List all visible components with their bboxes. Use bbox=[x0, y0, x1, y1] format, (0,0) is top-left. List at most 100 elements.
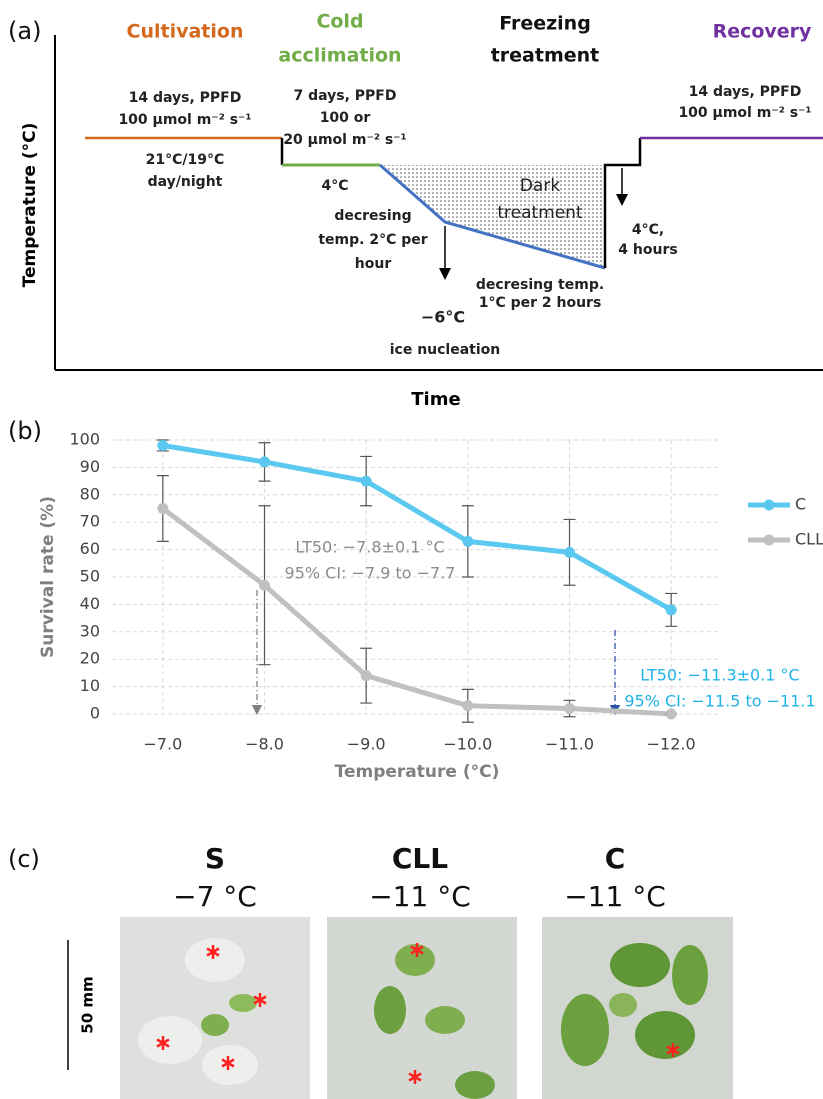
annotation: LT50: −11.3±0.1 °C bbox=[640, 666, 799, 685]
x-axis-label: Time bbox=[411, 389, 460, 410]
series-line bbox=[161, 506, 672, 717]
segment bbox=[603, 138, 642, 268]
photo-temperature: −11 °C bbox=[564, 880, 666, 913]
asterisk bbox=[410, 943, 424, 957]
leaf bbox=[229, 994, 257, 1012]
asterisk bbox=[206, 945, 220, 959]
leaf bbox=[672, 945, 708, 1005]
asterisk bbox=[666, 1043, 680, 1057]
stage-title: acclimation bbox=[278, 45, 401, 67]
point bbox=[360, 475, 372, 487]
note: day/night bbox=[148, 174, 223, 190]
note: decresing bbox=[334, 208, 411, 224]
note: 7 days, PPFD bbox=[293, 88, 396, 104]
point bbox=[564, 546, 575, 558]
leaf bbox=[201, 1014, 229, 1036]
panel-label: (b) bbox=[8, 417, 42, 445]
annotation: LT50: −7.8±0.1 °C bbox=[295, 538, 444, 557]
legend-marker bbox=[763, 534, 775, 546]
asterisks bbox=[156, 943, 680, 1084]
x-tick-label: −11.0 bbox=[545, 735, 594, 754]
y-tick-label: 0 bbox=[90, 704, 100, 723]
note: 4 hours bbox=[618, 242, 677, 258]
point bbox=[665, 604, 677, 616]
leaf bbox=[374, 986, 406, 1034]
y-tick-label: 70 bbox=[80, 512, 100, 531]
leaf bbox=[185, 938, 245, 982]
x-axis-label: Temperature (°C) bbox=[335, 762, 500, 782]
point bbox=[259, 456, 270, 468]
note: 4°C, bbox=[632, 222, 664, 238]
y-tick-label: 50 bbox=[80, 567, 100, 586]
note: decresing temp. bbox=[476, 277, 604, 293]
stage-title: Recovery bbox=[713, 21, 812, 43]
x-tick-label: −7.0 bbox=[143, 735, 182, 754]
y-tick-label: 20 bbox=[80, 649, 100, 668]
photo-title: C bbox=[605, 842, 626, 875]
point bbox=[564, 703, 575, 715]
y-tick-label: 80 bbox=[80, 484, 100, 503]
panel-c: (c) 50 mm bbox=[8, 845, 733, 1099]
point bbox=[157, 439, 169, 451]
stage-title: treatment bbox=[491, 45, 600, 67]
y-tick-label: 100 bbox=[69, 430, 100, 449]
asterisk bbox=[221, 1056, 235, 1070]
leaf bbox=[425, 1006, 465, 1034]
y-axis-label: Survival rate (%) bbox=[38, 496, 58, 658]
x-tick-label: −12.0 bbox=[647, 735, 696, 754]
dark-area bbox=[380, 165, 605, 268]
note: 100 or bbox=[320, 110, 371, 126]
panel-label: (c) bbox=[8, 845, 40, 873]
note: ice nucleation bbox=[390, 342, 501, 358]
note: −6°C bbox=[421, 308, 465, 327]
x-tick-label: −10.0 bbox=[443, 735, 492, 754]
legend-label: CLL bbox=[795, 530, 823, 549]
note: 100 µmol m⁻² s⁻¹ bbox=[118, 112, 251, 128]
point bbox=[360, 670, 372, 682]
asterisk bbox=[408, 1070, 422, 1084]
series-line bbox=[162, 443, 673, 613]
panel-a: (a) Temperature (°C) Time 14 days, PPFD … bbox=[8, 17, 823, 410]
note: Dark bbox=[520, 176, 560, 196]
note: 1°C per 2 hours bbox=[479, 295, 602, 311]
y-axis-label: Temperature (°C) bbox=[20, 123, 40, 288]
stage-title: Cultivation bbox=[127, 21, 244, 43]
point bbox=[462, 535, 474, 547]
legend-label: C bbox=[795, 495, 806, 514]
panel-label: (a) bbox=[8, 17, 41, 45]
legend-marker bbox=[763, 499, 775, 511]
leaf bbox=[455, 1071, 495, 1099]
x-tick-label: −8.0 bbox=[245, 735, 284, 754]
note: treatment bbox=[497, 203, 583, 223]
annotation: 95% CI: −7.9 to −7.7 bbox=[285, 564, 456, 583]
photo-title: CLL bbox=[392, 842, 448, 875]
note: 14 days, PPFD bbox=[689, 84, 802, 100]
leaf bbox=[609, 993, 637, 1017]
note: hour bbox=[355, 256, 392, 272]
stage-title: Cold bbox=[316, 11, 363, 33]
point bbox=[157, 503, 169, 514]
photo-temperature: −11 °C bbox=[369, 880, 471, 913]
leaf bbox=[561, 994, 609, 1066]
y-tick-label: 30 bbox=[80, 621, 100, 640]
point bbox=[665, 708, 677, 720]
note: 4°C bbox=[321, 178, 348, 194]
note: temp. 2°C per bbox=[318, 232, 427, 248]
y-tick-label: 40 bbox=[80, 594, 100, 613]
leaf bbox=[610, 943, 670, 987]
note: 14 days, PPFD bbox=[129, 90, 242, 106]
leaf bbox=[138, 1016, 202, 1064]
y-tick-label: 60 bbox=[80, 539, 100, 558]
leaf bbox=[635, 1011, 695, 1059]
note: 100 µmol m⁻² s⁻¹ bbox=[678, 105, 811, 121]
asterisk bbox=[156, 1036, 170, 1050]
scale-label: 50 mm bbox=[79, 976, 97, 1033]
y-tick-label: 90 bbox=[80, 457, 100, 476]
annotation: 95% CI: −11.5 to −11.1 bbox=[624, 692, 815, 711]
photo-temperature: −7 °C bbox=[173, 880, 257, 913]
y-tick-label: 10 bbox=[80, 676, 100, 695]
segment bbox=[379, 163, 606, 270]
point bbox=[462, 700, 474, 712]
note: 20 µmol m⁻² s⁻¹ bbox=[283, 132, 406, 148]
